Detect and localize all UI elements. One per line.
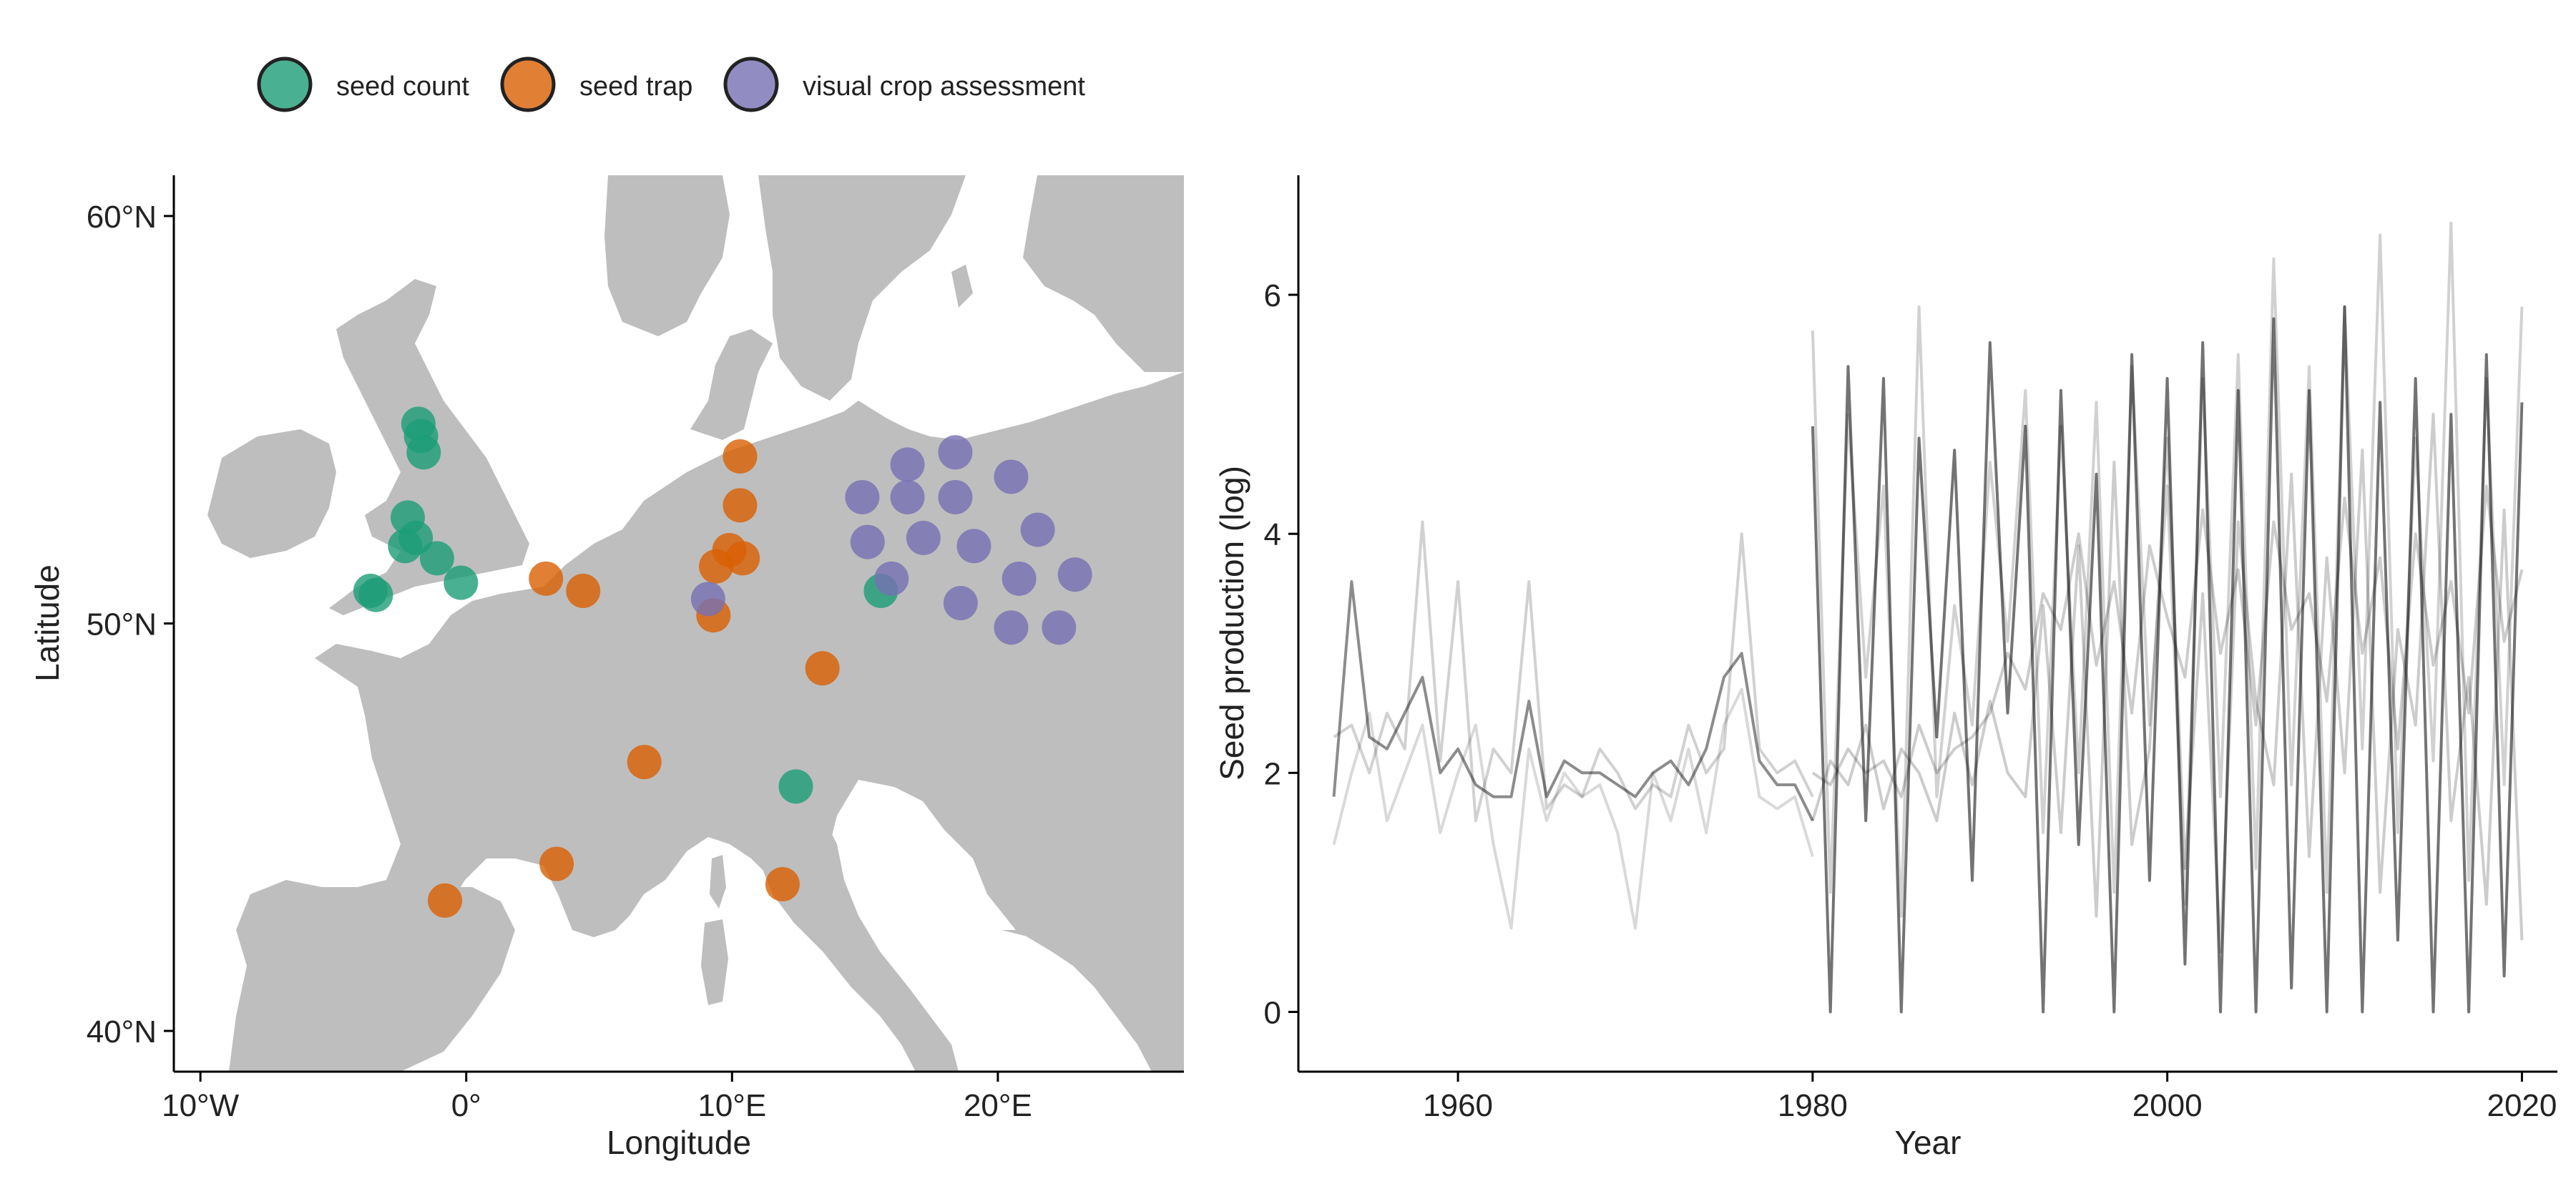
site-point-seed-trap: [539, 846, 574, 881]
site-point-seed-count: [444, 565, 479, 600]
line-x-tick-label: 2020: [2487, 1088, 2557, 1123]
continent-land: [229, 372, 1184, 1072]
map-x-ticks: 10°W 0° 10°E 20°E: [162, 1072, 1032, 1123]
italy-land: [730, 787, 959, 1072]
legend-key-3: [723, 57, 779, 112]
legend: seed count seed trap visual crop assessmen…: [257, 57, 1085, 112]
site-point-seed-trap: [428, 883, 463, 918]
legend-key-2: [500, 57, 556, 112]
line-x-tick-label: 1960: [1423, 1088, 1493, 1123]
line-x-tick-label: 1980: [1778, 1088, 1848, 1123]
line-y-axis-title: Seed production (log): [1213, 466, 1250, 780]
site-point-seed-count: [778, 769, 813, 804]
site-point-seed-trap: [723, 439, 758, 474]
map-y-axis-title: Latitude: [29, 564, 66, 682]
legend-label-2: seed trap: [579, 72, 692, 102]
line-y-ticks: 0 2 4 6: [1264, 278, 1298, 1030]
site-point-visual-crop-assessment: [1020, 512, 1055, 547]
site-point-visual-crop-assessment: [938, 435, 973, 470]
gotland-land: [951, 265, 973, 308]
line-series-group: [1332, 221, 2524, 1014]
site-point-seed-trap: [699, 549, 734, 584]
legend-label-3: visual crop assessment: [803, 72, 1085, 102]
legend-key-1: [257, 57, 313, 112]
site-point-seed-count: [406, 435, 441, 470]
site-point-visual-crop-assessment: [906, 520, 941, 555]
time-series-line: [1811, 221, 2524, 918]
map-x-tick-label: 0°: [451, 1088, 481, 1123]
time-series-line: [1811, 484, 2524, 798]
site-point-seed-trap: [725, 541, 760, 576]
time-series-line: [1333, 520, 1814, 823]
sweden-land: [758, 175, 966, 401]
site-point-visual-crop-assessment: [994, 610, 1029, 645]
legend-label-1: seed count: [336, 72, 469, 102]
map-points: [353, 406, 1092, 918]
site-point-seed-count: [388, 529, 423, 564]
site-point-visual-crop-assessment: [938, 479, 973, 514]
map-y-ticks: 40°N 50°N 60°N: [87, 200, 174, 1049]
time-series-line: [1811, 305, 2524, 1014]
site-point-visual-crop-assessment: [1042, 610, 1077, 645]
site-point-visual-crop-assessment: [1057, 557, 1092, 592]
site-point-visual-crop-assessment: [890, 479, 925, 514]
map-y-tick-label: 50°N: [87, 607, 157, 642]
iberia-land: [258, 887, 515, 1072]
site-point-seed-trap: [627, 745, 662, 780]
line-y-tick-label: 4: [1264, 517, 1281, 552]
site-point-seed-trap: [805, 651, 840, 686]
site-point-visual-crop-assessment: [994, 459, 1029, 494]
site-point-seed-trap: [529, 561, 564, 596]
time-series-line: [1332, 687, 1814, 930]
site-point-visual-crop-assessment: [956, 529, 991, 564]
site-point-visual-crop-assessment: [890, 447, 925, 482]
site-point-visual-crop-assessment: [850, 524, 885, 559]
line-x-axis-title: Year: [1895, 1124, 1962, 1161]
time-series-line: [1811, 413, 2524, 954]
site-point-visual-crop-assessment: [690, 582, 725, 617]
site-point-seed-trap: [765, 867, 800, 902]
balkan-coast-land: [1001, 930, 1184, 1072]
map-x-tick-label: 10°W: [162, 1088, 240, 1123]
line-y-tick-label: 0: [1264, 995, 1281, 1030]
site-point-visual-crop-assessment: [845, 479, 880, 514]
map-x-tick-label: 20°E: [964, 1088, 1032, 1123]
site-point-visual-crop-assessment: [943, 586, 978, 621]
line-y-tick-label: 2: [1264, 756, 1281, 791]
corsica-land: [710, 855, 726, 909]
map-y-tick-label: 60°N: [87, 200, 157, 235]
map-x-tick-label: 10°E: [697, 1088, 766, 1123]
site-point-visual-crop-assessment: [1001, 561, 1037, 596]
site-point-seed-count: [419, 541, 454, 576]
site-point-seed-count: [358, 577, 393, 612]
scandinavia-land: [604, 175, 730, 336]
denmark-land: [690, 329, 773, 440]
finland-baltic-land: [1023, 175, 1184, 372]
time-series-line: [1332, 580, 1814, 822]
site-point-seed-trap: [566, 573, 601, 608]
site-point-seed-trap: [723, 488, 758, 523]
ireland-land: [207, 429, 336, 558]
site-point-visual-crop-assessment: [874, 561, 909, 596]
map-x-axis-title: Longitude: [607, 1124, 751, 1161]
sardinia-land: [701, 919, 728, 1005]
line-x-tick-label: 2000: [2132, 1088, 2203, 1123]
line-x-ticks: 1960 1980 2000 2020: [1423, 1072, 2557, 1123]
map-y-tick-label: 40°N: [87, 1014, 157, 1049]
line-panel: 1960 1980 2000 2020 0 2 4 6 Year Seed producti…: [1213, 175, 2557, 1161]
line-y-tick-label: 6: [1264, 278, 1281, 313]
map-panel: 10°W 0° 10°E 20°E 40°N 50°N 60°N Longitude La…: [29, 175, 1184, 1161]
